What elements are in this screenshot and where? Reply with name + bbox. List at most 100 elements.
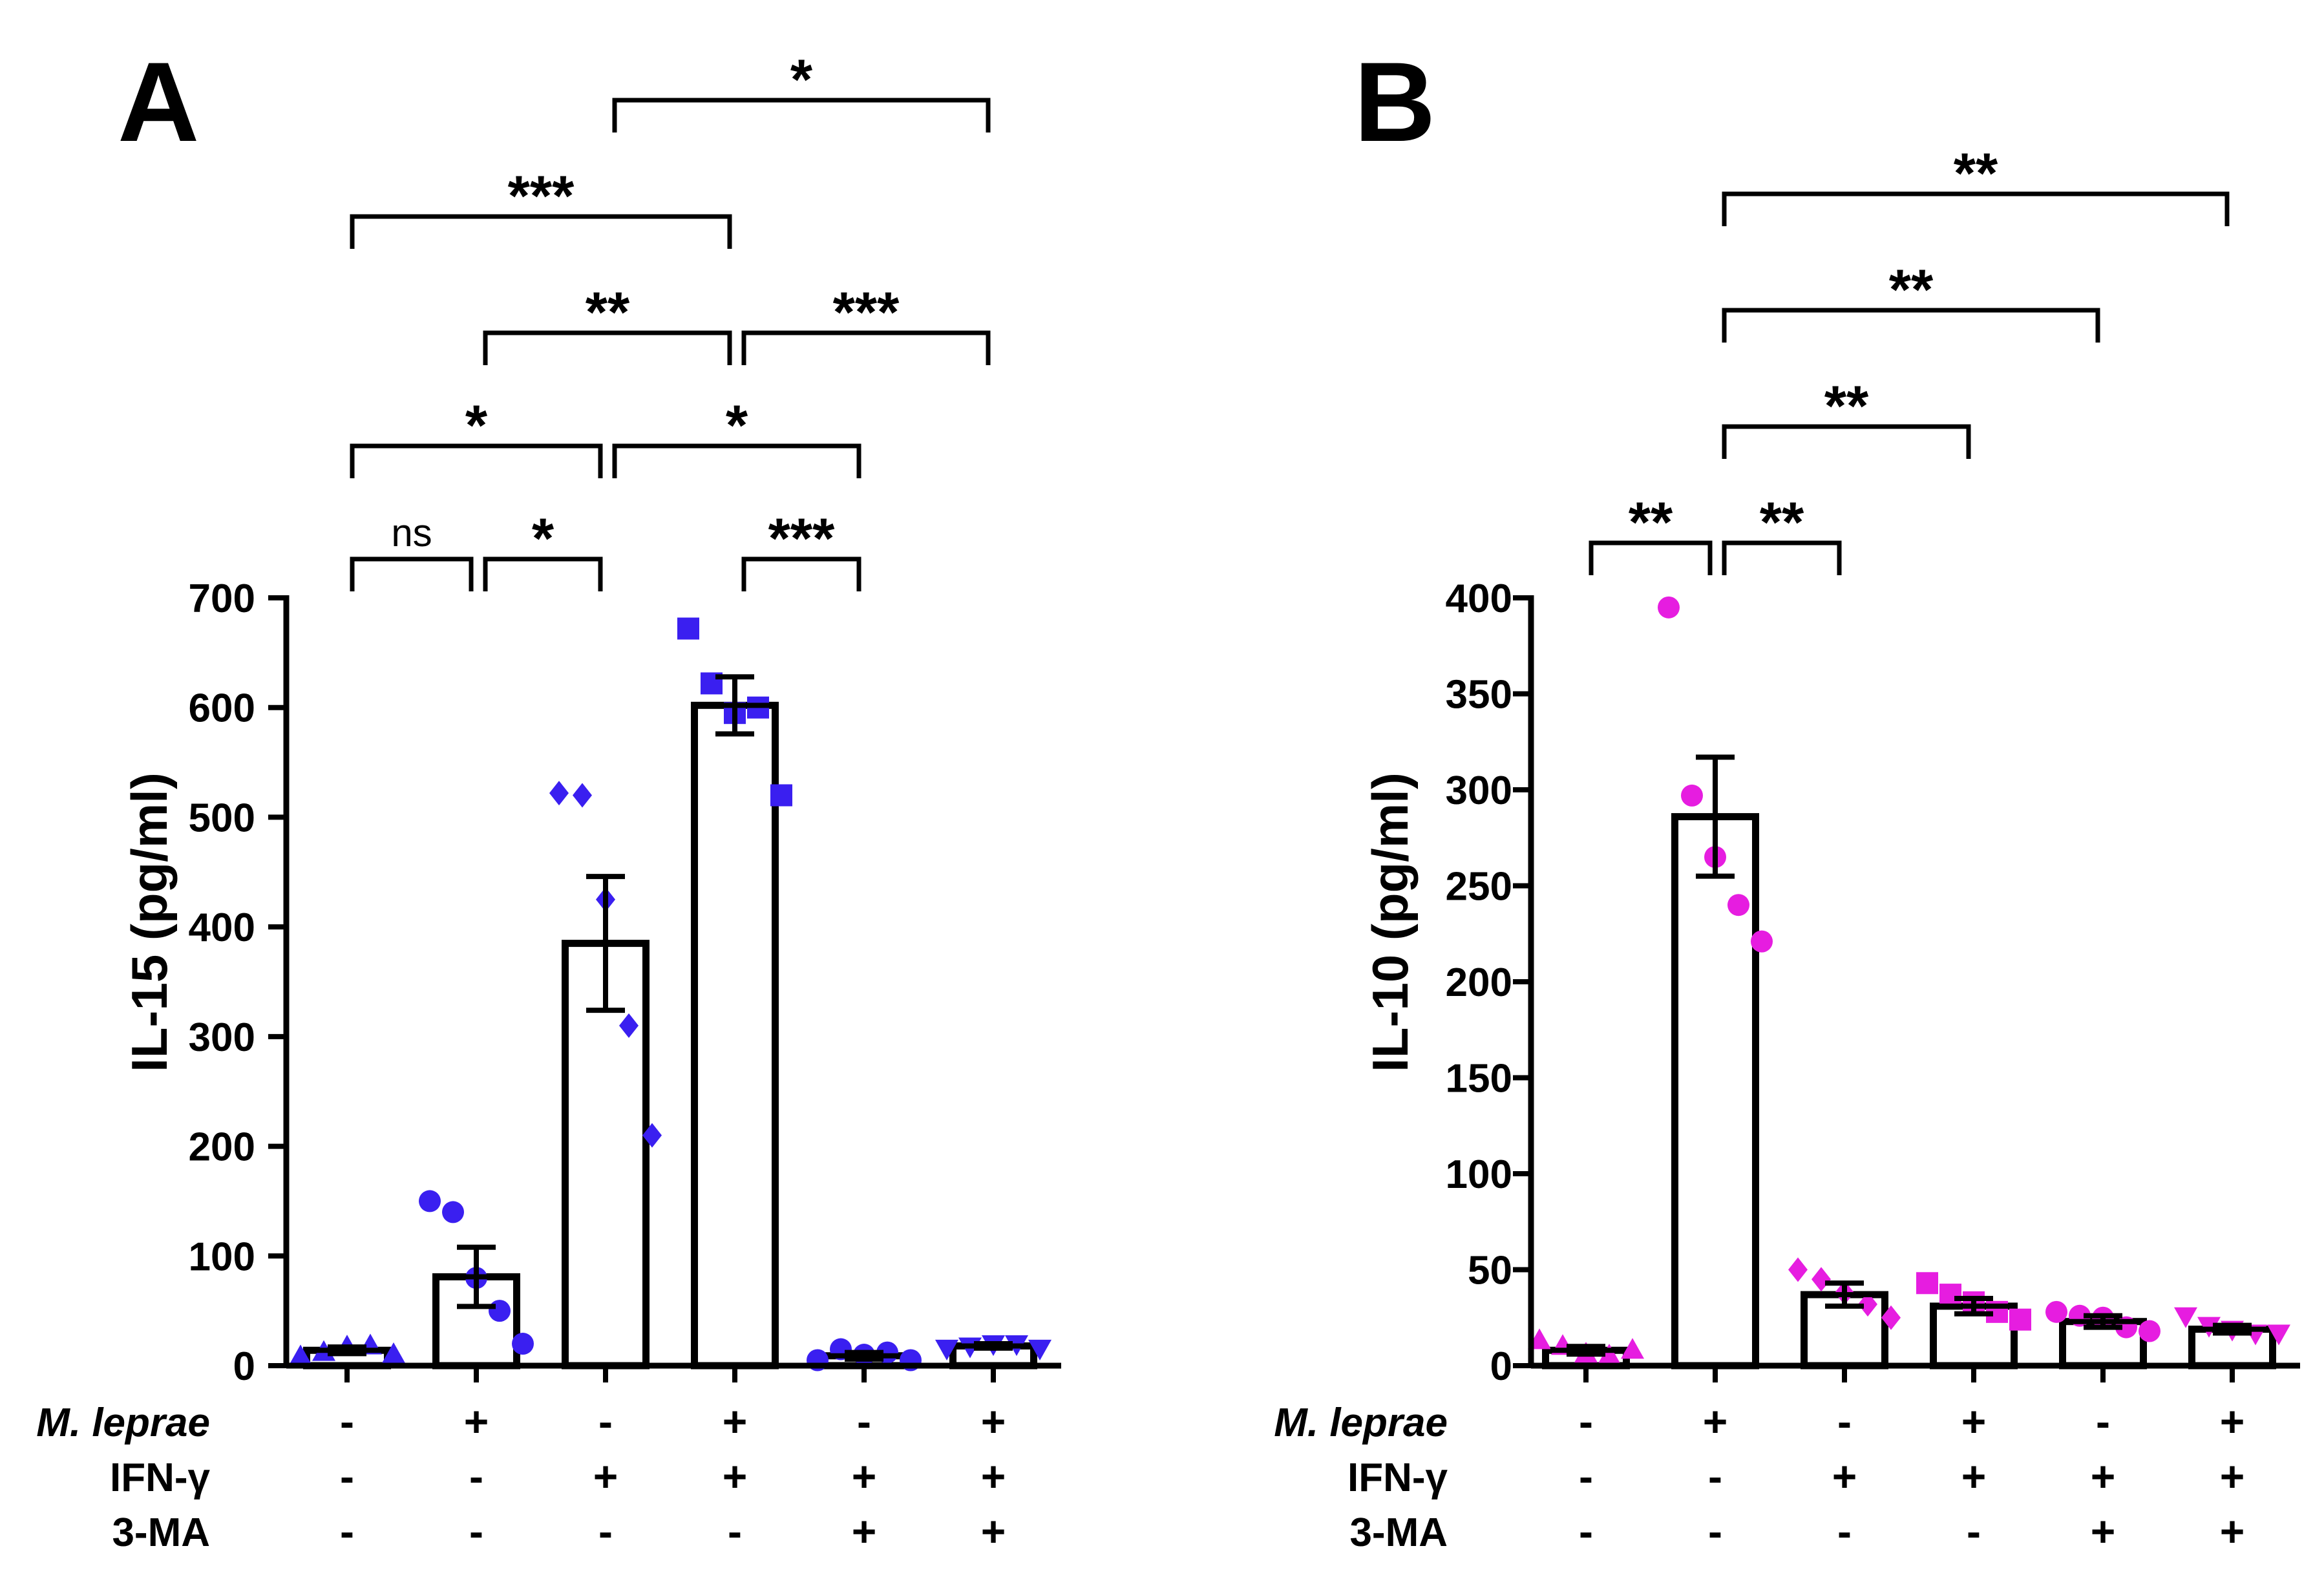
significance-bracket: ***: [741, 280, 991, 365]
panel-b: B IL-10 (pg/ml) 0 50 100 150 200 250 300 350 400…: [1274, 39, 2300, 1555]
condition-value: +: [852, 1507, 877, 1555]
significance-bracket: **: [1589, 490, 1713, 575]
condition-value: -: [340, 1397, 354, 1445]
condition-row-label: 3-MA: [1349, 1510, 1448, 1555]
error-bar: [570, 874, 641, 1013]
significance-bracket: **: [1722, 141, 2230, 226]
y-tick-label: 400: [1446, 577, 1512, 621]
condition-value: -: [1708, 1452, 1722, 1500]
condition-value: +: [2220, 1452, 2245, 1500]
significance-bracket: *: [612, 393, 861, 478]
bracket-line: [350, 214, 732, 249]
data-point: [419, 1190, 441, 1212]
significance-bracket: ns: [350, 511, 474, 591]
y-tick-label: 500: [189, 796, 255, 840]
significance-label: ns: [391, 511, 432, 555]
data-point: [1621, 1338, 1644, 1359]
condition-value: -: [1967, 1507, 1981, 1555]
y-tick-label: 350: [1446, 673, 1512, 717]
condition-value: +: [723, 1397, 748, 1445]
data-point: [1681, 784, 1703, 807]
data-point: [1028, 1339, 1051, 1360]
bracket-line: [1589, 540, 1713, 575]
panel-b-letter: B: [1354, 39, 1435, 165]
condition-value: +: [1961, 1397, 1987, 1445]
condition-value: -: [1579, 1507, 1593, 1555]
significance-label: ***: [768, 506, 835, 570]
significance-bracket: **: [1722, 257, 2100, 343]
condition-value: +: [1832, 1452, 1857, 1500]
panel-b-y-label: IL-10 (pg/ml): [1362, 772, 1419, 1072]
bar: [691, 701, 779, 1370]
condition-row-label: M. leprae: [36, 1401, 210, 1445]
bracket-line: [612, 443, 861, 478]
condition-value: +: [2220, 1397, 2245, 1445]
condition-value: +: [981, 1507, 1006, 1555]
data-point: [2267, 1324, 2290, 1346]
error-bar: [958, 1341, 1029, 1351]
significance-label: *: [790, 47, 813, 111]
condition-value: +: [1703, 1397, 1728, 1445]
condition-value: -: [1837, 1507, 1852, 1555]
bracket-line: [612, 98, 991, 132]
significance-bracket: **: [1722, 490, 1842, 575]
panel-a: A IL-15 (pg/ml) 0 100 200 300 400 500 600 700 M.…: [36, 39, 1061, 1555]
y-tick-label: 300: [1446, 768, 1512, 813]
significance-bracket: ***: [741, 506, 861, 591]
condition-value: -: [469, 1452, 483, 1500]
bracket-line: [741, 556, 861, 591]
bracket-line: [350, 443, 603, 478]
condition-value: +: [723, 1452, 748, 1500]
condition-value: +: [852, 1452, 877, 1500]
data-point: [1858, 1291, 1877, 1317]
condition-value: +: [2220, 1507, 2245, 1555]
bracket-line: [1722, 424, 1971, 459]
y-tick-label: 700: [189, 577, 255, 621]
condition-value: +: [2091, 1452, 2116, 1500]
significance-bracket: ***: [350, 164, 732, 249]
data-point: [1939, 1284, 1961, 1306]
y-tick-label: 400: [189, 905, 255, 950]
error-bar: [1680, 754, 1751, 879]
bracket-line: [483, 330, 732, 365]
condition-value: +: [464, 1397, 489, 1445]
significance-bracket: *: [483, 506, 603, 591]
data-point: [512, 1333, 534, 1355]
data-point: [677, 617, 699, 640]
data-point: [1598, 1344, 1621, 1365]
data-point: [1916, 1272, 1938, 1295]
data-point: [2045, 1300, 2067, 1323]
data-point: [549, 781, 569, 806]
y-tick-label: 250: [1446, 865, 1512, 909]
y-tick-label: 0: [1490, 1344, 1512, 1389]
data-point: [1812, 1267, 1831, 1292]
significance-bracket: *: [612, 47, 991, 132]
error-bar: [1938, 1296, 2009, 1317]
condition-value: -: [728, 1507, 742, 1555]
significance-bracket: **: [483, 280, 732, 365]
condition-value: -: [340, 1452, 354, 1500]
significance-bracket: **: [1722, 374, 1971, 459]
bracket-line: [483, 556, 603, 591]
y-tick-label: 100: [189, 1234, 255, 1279]
error-bar: [2067, 1313, 2139, 1330]
condition-value: -: [1579, 1452, 1593, 1500]
condition-row-label: IFN-γ: [110, 1456, 211, 1500]
data-point: [442, 1201, 464, 1223]
condition-row-label: IFN-γ: [1347, 1456, 1448, 1500]
significance-label: *: [726, 393, 748, 457]
significance-label: ***: [833, 280, 900, 344]
data-point: [2009, 1308, 2031, 1331]
condition-value: +: [981, 1452, 1006, 1500]
condition-value: -: [598, 1397, 613, 1445]
y-tick-label: 600: [189, 686, 255, 731]
error-bar: [1809, 1280, 1880, 1309]
data-point: [770, 784, 792, 807]
y-tick-label: 0: [233, 1344, 255, 1389]
y-tick-label: 50: [1468, 1249, 1512, 1293]
condition-value: +: [593, 1452, 618, 1500]
condition-value: -: [1837, 1397, 1852, 1445]
condition-value: -: [1708, 1507, 1722, 1555]
bracket-line: [1722, 191, 2230, 226]
significance-label: *: [532, 506, 555, 570]
